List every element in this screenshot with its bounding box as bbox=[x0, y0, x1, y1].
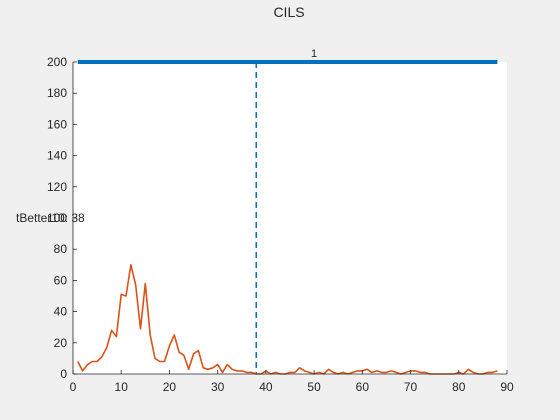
series-line bbox=[77, 263, 498, 375]
y-tick-label: 20 bbox=[54, 336, 68, 350]
x-tick-label: 0 bbox=[70, 380, 77, 394]
annotation-label: 1 bbox=[311, 48, 317, 60]
y-tick-label: 200 bbox=[47, 55, 67, 69]
x-tick-label: 10 bbox=[115, 380, 129, 394]
series-layer bbox=[77, 60, 498, 375]
y-tick-label: 80 bbox=[54, 242, 68, 256]
x-tick-label: 50 bbox=[307, 380, 321, 394]
axes-layer bbox=[72, 61, 508, 375]
x-tick-label: 30 bbox=[211, 380, 225, 394]
y-tick-label: 160 bbox=[47, 117, 67, 131]
x-tick-label: 90 bbox=[500, 380, 514, 394]
x-tick-label: 40 bbox=[259, 380, 273, 394]
y-tick-label: 180 bbox=[47, 86, 67, 100]
y-tick-label: 140 bbox=[47, 149, 67, 163]
x-tick-label: 80 bbox=[452, 380, 466, 394]
annotation-tbetter: tBetter10: 38 bbox=[16, 211, 85, 225]
tick-label-layer: 0 10 20 30 40 50 60 70 80 90 0 20 40 60 80 100 120 140 160… bbox=[47, 55, 514, 394]
x-tick-label: 60 bbox=[356, 380, 370, 394]
x-tick-label: 70 bbox=[404, 380, 418, 394]
annotation-layer: 1 tBetter10: 38 bbox=[16, 48, 317, 225]
y-tick-label: 0 bbox=[60, 367, 67, 381]
y-tick-label: 100 bbox=[47, 211, 67, 225]
figure-title: CILS bbox=[273, 4, 304, 20]
y-tick-label: 120 bbox=[47, 180, 67, 194]
plot-area bbox=[73, 62, 507, 374]
x-tick-label: 20 bbox=[163, 380, 177, 394]
y-tick-label: 60 bbox=[54, 273, 68, 287]
y-tick-label: 40 bbox=[54, 305, 68, 319]
